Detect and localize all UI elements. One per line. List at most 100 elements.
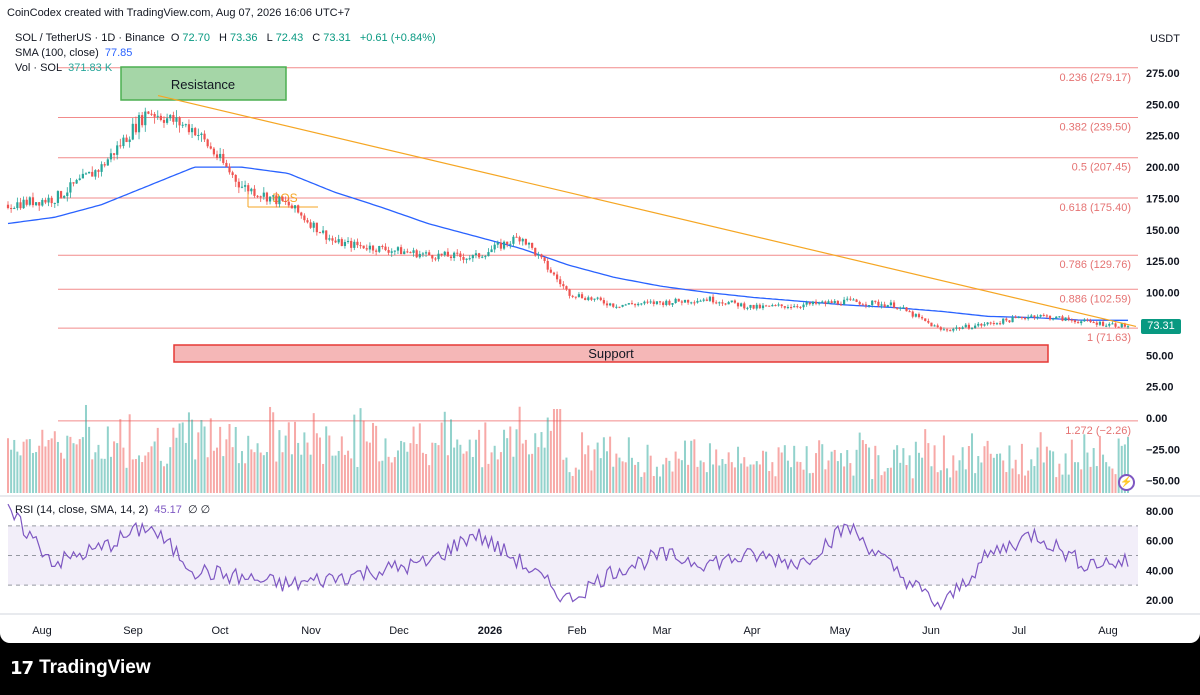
volume-bar	[755, 461, 758, 493]
volume-bar	[577, 469, 580, 493]
symbol-label[interactable]: SOL / TetherUS · 1D · Binance	[15, 32, 165, 44]
candle-body	[980, 323, 983, 326]
candle-body	[418, 253, 421, 258]
volume-bar	[581, 432, 584, 493]
candle-body	[477, 253, 481, 258]
candle-body	[303, 215, 306, 221]
candle-body	[818, 302, 821, 304]
candle-body	[378, 246, 381, 252]
candle-body	[839, 304, 843, 306]
candle-body	[1023, 318, 1027, 320]
volume-bar	[790, 467, 793, 493]
candle-body	[524, 238, 527, 245]
fib-label: 0.886 (102.59)	[1059, 293, 1131, 305]
volume-bar	[683, 440, 686, 493]
volume-bar	[474, 439, 477, 493]
candle-body	[761, 305, 765, 309]
candle-body	[197, 134, 200, 136]
candle-body	[662, 302, 665, 306]
volume-bar	[708, 443, 711, 493]
volume-bar	[340, 436, 343, 493]
candle-body	[403, 251, 406, 255]
price-tick-label: 125.00	[1146, 256, 1180, 268]
candle-body	[53, 202, 56, 204]
candle-body	[412, 250, 415, 253]
time-tick-label: Dec	[389, 625, 409, 637]
candle-body	[119, 145, 122, 147]
volume-bar	[47, 439, 50, 493]
candle-body	[396, 247, 400, 251]
volume-bar	[365, 441, 368, 493]
candle-body	[1011, 317, 1014, 323]
volume-bar	[899, 462, 902, 493]
indicator-toggle-icon[interactable]: ⚡	[1118, 474, 1135, 491]
rsi-band	[8, 525, 1138, 586]
volume-bar	[56, 441, 59, 493]
volume-bar	[861, 440, 864, 493]
volume-bar	[141, 462, 144, 493]
candle-body	[137, 115, 141, 133]
volume-bar	[453, 447, 456, 493]
candle-body	[805, 302, 808, 305]
candle-body	[908, 311, 911, 313]
volume-bar	[783, 445, 786, 493]
volume-bar	[955, 470, 958, 493]
volume-bar	[971, 433, 974, 493]
candle-body	[905, 307, 908, 312]
candle-body	[1055, 316, 1058, 319]
price-tick-label: 275.00	[1146, 68, 1180, 80]
volume-bar	[518, 406, 521, 493]
volume-bar	[106, 426, 109, 493]
volume-bar	[256, 443, 259, 493]
volume-bar	[933, 445, 936, 493]
volume-bar	[630, 457, 633, 493]
volume-legend[interactable]: Vol · SOL 371.83 K	[15, 62, 115, 74]
volume-bar	[1070, 439, 1073, 493]
volume-bar	[643, 472, 646, 493]
candle-body	[655, 301, 659, 305]
candle-body	[231, 172, 234, 176]
volume-value: 371.83 K	[68, 62, 113, 74]
candle-body	[122, 137, 125, 147]
candle-body	[97, 170, 100, 172]
volume-bar	[16, 451, 19, 493]
candle-body	[25, 199, 28, 205]
volume-bar	[10, 449, 13, 493]
candle-body	[434, 258, 437, 260]
volume-bar	[677, 458, 680, 493]
candle-body	[109, 153, 113, 160]
fib-label: 0.618 (175.40)	[1059, 202, 1131, 214]
volume-bar	[128, 414, 131, 493]
candle-body	[621, 304, 624, 307]
candle-body	[206, 139, 209, 147]
volume-bar	[839, 453, 842, 493]
candle-body	[602, 300, 605, 304]
volume-bar	[1002, 460, 1005, 493]
volume-bar	[431, 442, 434, 493]
price-chart[interactable]: 0.236 (279.17) 0.382 (239.50) 0.5 (207.45)…	[0, 0, 1200, 643]
candle-body	[59, 191, 63, 198]
volume-bar	[318, 437, 321, 493]
volume-bar	[702, 462, 705, 493]
tradingview-wordmark: TradingView	[39, 657, 151, 678]
candle-body	[693, 302, 696, 304]
candle-body	[877, 301, 880, 306]
rsi-legend[interactable]: RSI (14, close, SMA, 14, 2) 45.17 ∅ ∅	[15, 503, 213, 516]
candle-body	[215, 154, 219, 158]
candle-body	[321, 230, 325, 233]
volume-bar	[949, 477, 952, 493]
volume-bar	[103, 458, 106, 493]
candle-body	[228, 166, 231, 173]
candle-body	[184, 124, 187, 126]
volume-bar	[396, 450, 399, 493]
candle-body	[1052, 318, 1055, 320]
candle-body	[914, 314, 917, 317]
candle-body	[406, 251, 409, 253]
volume-bar	[671, 471, 674, 493]
volume-bar	[390, 462, 393, 493]
candle-body	[387, 250, 390, 253]
candle-body	[752, 304, 755, 309]
volume-bar	[786, 460, 789, 493]
candle-body	[814, 301, 818, 304]
sma-legend[interactable]: SMA (100, close) 77.85	[15, 47, 135, 59]
